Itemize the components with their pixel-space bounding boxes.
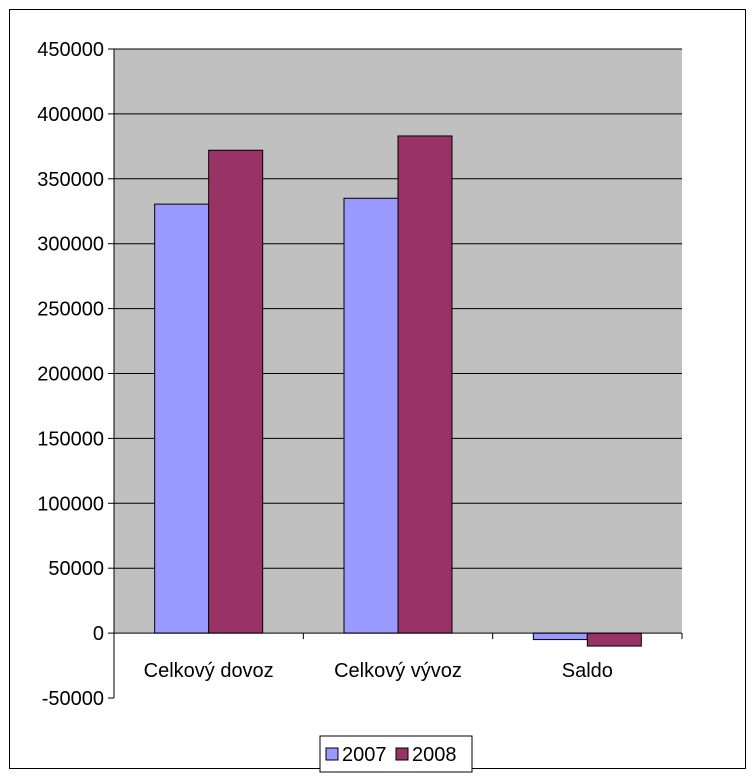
y-tick-label: 300000 xyxy=(37,234,104,256)
x-category-label: Celkový vývoz xyxy=(334,660,462,682)
y-tick-label: 350000 xyxy=(37,169,104,191)
y-tick-label: 100000 xyxy=(37,493,104,515)
legend-label-2007: 2007 xyxy=(342,744,387,766)
x-category-labels: Celkový dovoz Celkový vývoz Saldo xyxy=(144,660,613,682)
x-category-label: Celkový dovoz xyxy=(144,660,274,682)
bar-2007-3 xyxy=(532,632,588,641)
y-tick-label: -50000 xyxy=(42,688,104,710)
y-tick-label: 200000 xyxy=(37,364,104,386)
y-tick-label: 50000 xyxy=(48,558,104,580)
legend: 2007 2008 xyxy=(319,735,473,773)
bars xyxy=(154,135,642,647)
legend-label-2008: 2008 xyxy=(412,744,457,766)
legend-swatch-2007 xyxy=(325,747,339,761)
y-tick-label: 450000 xyxy=(37,39,104,61)
bar-2008-1 xyxy=(208,149,264,634)
bar-2007-2 xyxy=(343,197,399,634)
legend-swatch-2008 xyxy=(395,747,409,761)
y-tick-label: 250000 xyxy=(37,299,104,321)
bar-2008-2 xyxy=(397,135,453,634)
x-category-label: Saldo xyxy=(562,660,613,682)
bar-2007-1 xyxy=(154,203,210,634)
y-tick-label: 150000 xyxy=(37,428,104,450)
y-tick-labels: -50000 0 50000 100000 150000 200000 250000 3000… xyxy=(37,39,114,710)
bar-2008-3 xyxy=(586,632,642,647)
y-tick-label: 0 xyxy=(93,623,104,645)
y-tick-label: 400000 xyxy=(37,104,104,126)
